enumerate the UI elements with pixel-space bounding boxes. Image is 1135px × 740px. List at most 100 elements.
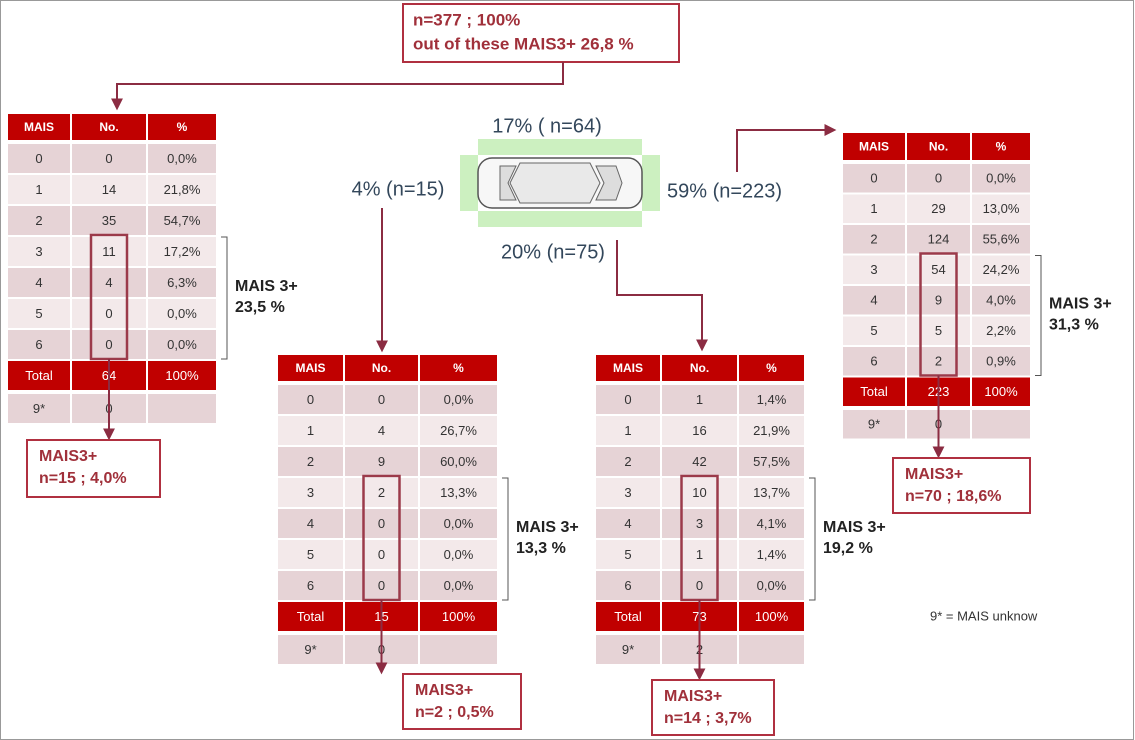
cell-text: 5 (624, 547, 631, 562)
cell-text: 0 (105, 306, 112, 321)
cell-text: 0,0% (444, 392, 474, 407)
summary-line: n=377 ; 100% (413, 10, 520, 29)
cell-text: 1 (696, 392, 703, 407)
cell-text: 0,0% (167, 151, 197, 166)
cell-text: 6 (307, 578, 314, 593)
cell-text: 21,8% (164, 182, 201, 197)
cell-text: 2 (35, 213, 42, 228)
cell-text: 0 (307, 392, 314, 407)
cell-text: 100% (442, 609, 476, 624)
cell-text: 0 (35, 151, 42, 166)
cell-text: 9* (304, 642, 316, 657)
impact-zone (642, 155, 660, 211)
cell-text: % (453, 361, 464, 375)
cell-text: 6 (624, 578, 631, 593)
cell-text: 2 (624, 454, 631, 469)
bracket-label: MAIS 3+ (235, 278, 298, 295)
cell-text: % (766, 361, 777, 375)
cell-text: 1 (696, 547, 703, 562)
cell-text: No. (372, 361, 391, 375)
bracket-label: MAIS 3+ (823, 519, 886, 536)
cell-text: 1 (624, 423, 631, 438)
cell-text: 5 (307, 547, 314, 562)
cell-text: 13,0% (983, 201, 1020, 216)
cell-text: 2 (870, 232, 877, 247)
cell-text: 9* (622, 642, 634, 657)
cell-text: 0 (378, 578, 385, 593)
cell-text: 0 (935, 171, 942, 186)
cell-text: 9 (378, 454, 385, 469)
cell-text: 2 (307, 454, 314, 469)
cell-text: 5 (870, 323, 877, 338)
bracket-label: 23,5 % (235, 299, 285, 316)
cell-text: No. (690, 361, 709, 375)
cell-text: 54 (931, 262, 945, 277)
cell-text: 9 (935, 293, 942, 308)
impact-zone (460, 155, 478, 211)
footnote: 9* = MAIS unknow (930, 608, 1038, 623)
connector (617, 240, 702, 349)
result-text: n=70 ; 18,6% (905, 488, 1002, 505)
cell-text: 29 (931, 201, 945, 216)
cell-text: Total (297, 609, 325, 624)
cell-text: No. (929, 140, 948, 154)
cell-text: 0,0% (167, 337, 197, 352)
cell-text: 1,4% (757, 392, 787, 407)
cell-text: 100% (755, 609, 789, 624)
connector (117, 62, 563, 108)
cell-text: 0 (624, 392, 631, 407)
cell-text: 5 (935, 323, 942, 338)
cell-text: 4,0% (986, 293, 1016, 308)
cell-text: 0,0% (444, 516, 474, 531)
cell-text: 4 (307, 516, 314, 531)
cell-text: 3 (696, 516, 703, 531)
cell-text: 13,3% (440, 485, 477, 500)
bracket-label: 13,3 % (516, 540, 566, 557)
cell-text: 0 (105, 151, 112, 166)
table-cell (420, 635, 497, 664)
cell-text: 42 (692, 454, 706, 469)
cell-text: 35 (102, 213, 116, 228)
cell-text: 100% (984, 384, 1018, 399)
cell-text: 16 (692, 423, 706, 438)
cell-text: 14 (102, 182, 116, 197)
table-cell (972, 410, 1030, 439)
cell-text: 13,7% (753, 485, 790, 500)
cell-text: 9* (868, 417, 880, 432)
cell-text: 4,1% (757, 516, 787, 531)
cell-text: 57,5% (753, 454, 790, 469)
right-share: 59% (n=223) (667, 180, 782, 202)
cell-text: 0,0% (444, 578, 474, 593)
cell-text: 55,6% (983, 232, 1020, 247)
bracket (809, 478, 815, 600)
impact-zone (478, 211, 642, 227)
result-text: n=2 ; 0,5% (415, 704, 494, 721)
cell-text: 4 (105, 275, 112, 290)
result-text: n=15 ; 4,0% (39, 470, 127, 487)
result-text: MAIS3+ (905, 466, 963, 483)
cell-text: No. (99, 120, 118, 134)
cell-text: 60,0% (440, 454, 477, 469)
rear-share: 20% (n=75) (501, 241, 605, 263)
cell-text: 3 (870, 262, 877, 277)
cell-text: 11 (102, 244, 116, 259)
cell-text: 2 (378, 485, 385, 500)
cell-text: MAIS (24, 120, 54, 134)
cell-text: 17,2% (164, 244, 201, 259)
cell-text: Total (614, 609, 642, 624)
cell-text: 10 (692, 485, 706, 500)
result-text: MAIS3+ (664, 688, 722, 705)
cell-text: 4 (378, 423, 385, 438)
car-roof (510, 163, 600, 203)
cell-text: 0 (870, 171, 877, 186)
cell-text: 4 (624, 516, 631, 531)
cell-text: 1,4% (757, 547, 787, 562)
cell-text: 1 (307, 423, 314, 438)
cell-text: 21,9% (753, 423, 790, 438)
result-text: MAIS3+ (415, 682, 473, 699)
cell-text: 0 (378, 392, 385, 407)
cell-text: 0 (696, 578, 703, 593)
cell-text: 4 (35, 275, 42, 290)
cell-text: 5 (35, 306, 42, 321)
bracket (502, 478, 508, 600)
